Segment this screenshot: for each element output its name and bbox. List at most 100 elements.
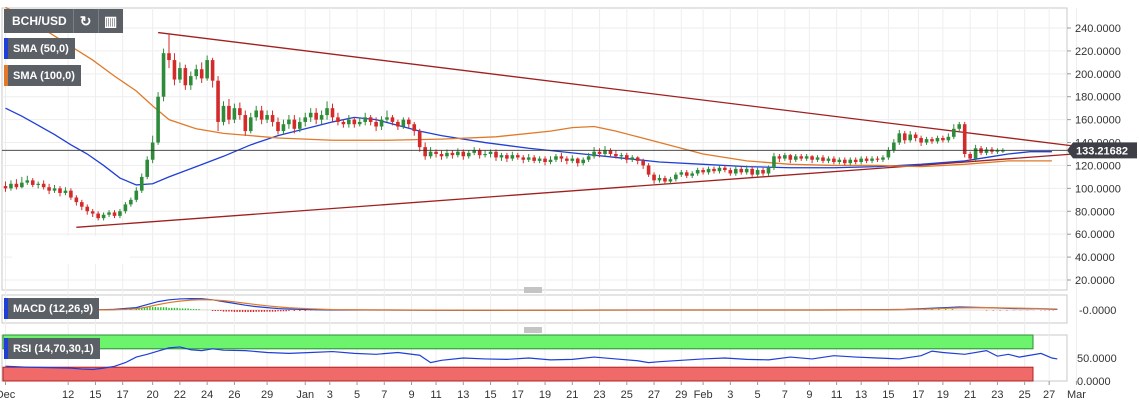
candle-body: [118, 211, 122, 216]
candle-body: [363, 117, 367, 122]
sma100-line: [5, 6, 1052, 168]
candle: [428, 147, 433, 159]
candle-body: [456, 151, 460, 156]
candle: [259, 105, 264, 125]
candle-body: [499, 155, 504, 158]
candle: [832, 156, 836, 165]
candle: [995, 148, 1000, 154]
x-tick-label: 22: [174, 389, 186, 401]
candle-body: [74, 197, 79, 203]
candle-body: [516, 155, 520, 158]
candle: [123, 202, 128, 214]
candle-body: [303, 117, 308, 122]
candle: [254, 105, 258, 121]
candle: [537, 156, 542, 164]
x-tick-label: 26: [228, 389, 240, 401]
candle: [810, 155, 814, 164]
candle-body: [439, 154, 444, 157]
candle: [723, 165, 727, 173]
rsi-line: [5, 346, 1058, 371]
candle: [483, 150, 487, 158]
x-tick-label: 9: [408, 389, 414, 401]
sma100-legend[interactable]: SMA (100,0): [4, 65, 81, 86]
symbol-label[interactable]: BCH/USD: [12, 14, 67, 28]
candle-body: [505, 155, 509, 159]
candle: [614, 150, 618, 159]
candle: [968, 151, 972, 163]
candle-body: [30, 180, 35, 185]
candle: [734, 166, 738, 176]
candle: [783, 152, 787, 161]
x-tick-label: 25: [1019, 389, 1031, 401]
candle: [663, 175, 667, 184]
candle-body: [298, 121, 302, 129]
candle-body: [178, 68, 182, 80]
macd-swatch: [4, 298, 8, 319]
x-tick-label: 7: [782, 389, 788, 401]
candle: [886, 147, 891, 160]
candle: [597, 148, 602, 158]
x-tick-label: 15: [484, 389, 496, 401]
candle-body: [183, 68, 188, 86]
candle: [194, 64, 199, 80]
x-tick-label: 23: [593, 389, 605, 401]
candle: [189, 71, 193, 90]
candle-body: [941, 137, 945, 141]
candle: [516, 152, 520, 160]
candle-body: [129, 199, 133, 205]
refresh-icon[interactable]: ↻: [72, 9, 98, 33]
candle: [581, 157, 585, 166]
candle: [276, 117, 280, 135]
candle-body: [510, 155, 515, 159]
candle: [941, 135, 945, 143]
candle-body: [788, 155, 793, 160]
candle-body: [265, 115, 269, 120]
candle: [668, 176, 673, 184]
candle: [439, 150, 444, 160]
candle-body: [592, 151, 596, 157]
candle-body: [107, 212, 111, 215]
candle-body: [461, 151, 466, 157]
candles-icon[interactable]: ▥: [97, 9, 123, 33]
candle-body: [793, 156, 798, 160]
candle: [357, 117, 362, 127]
candle-body: [483, 154, 487, 156]
rsi-legend[interactable]: RSI (14,70,30,1): [4, 338, 100, 359]
candle: [265, 110, 269, 124]
sma50-legend[interactable]: SMA (50,0): [4, 38, 75, 59]
candle: [930, 136, 934, 144]
candle-body: [744, 168, 749, 173]
macd-label: MACD (12,26,9): [13, 302, 94, 315]
candle: [788, 154, 793, 164]
sma100-label: SMA (100,0): [13, 69, 75, 82]
candle-body: [243, 115, 248, 132]
candle-body: [935, 137, 940, 142]
candle-body: [804, 156, 809, 159]
x-tick-label: 21: [566, 389, 578, 401]
x-tick-label: 3: [327, 389, 333, 401]
candle-body: [194, 69, 199, 77]
candle-body: [717, 167, 722, 172]
x-tick-label: Mar: [1067, 389, 1086, 401]
candle: [674, 172, 678, 182]
x-tick-label: 13: [855, 389, 867, 401]
y-tick-label: 60.0000: [1075, 229, 1115, 241]
x-tick-label: 19: [539, 389, 551, 401]
candle-body: [270, 115, 275, 122]
candle: [161, 48, 166, 102]
x-tick-label: 11: [831, 389, 842, 401]
candle: [450, 150, 455, 159]
candle: [80, 199, 84, 211]
macd-legend[interactable]: MACD (12,26,9): [4, 298, 100, 319]
candle-body: [973, 148, 978, 159]
candle-body: [80, 202, 84, 207]
candle-body: [434, 151, 438, 154]
candle-body: [625, 155, 629, 160]
candle: [407, 117, 411, 128]
candle-body: [9, 183, 13, 189]
candle: [112, 210, 117, 219]
x-tick-label: 11: [430, 389, 441, 401]
candle-body: [679, 172, 684, 175]
candle: [565, 156, 569, 165]
